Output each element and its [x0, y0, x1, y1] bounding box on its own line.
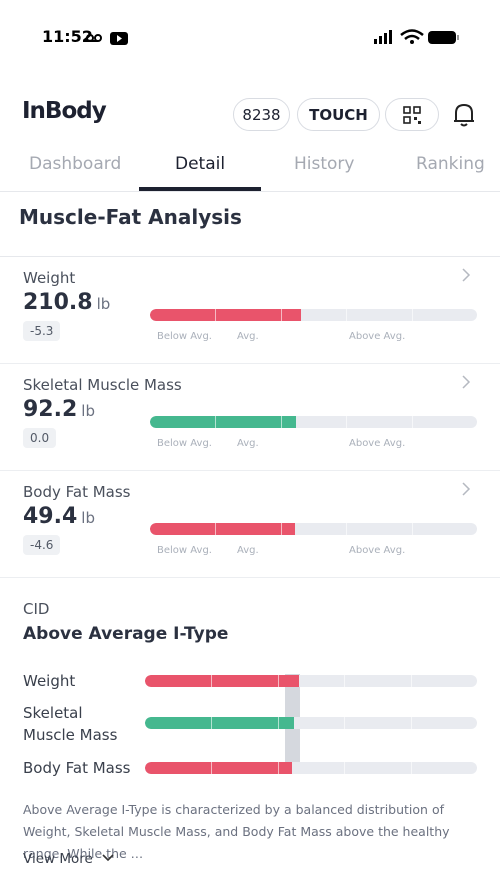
- cid-row-label: Body Fat Mass: [23, 759, 131, 777]
- scale-label: Above Avg.: [349, 438, 406, 449]
- scale-label: Above Avg.: [349, 331, 406, 342]
- bar-tick: [215, 416, 217, 428]
- bar-tick: [411, 309, 413, 321]
- touch-button[interactable]: TOUCH: [297, 98, 380, 131]
- scale-label: Above Avg.: [349, 545, 406, 556]
- bar-fill: [150, 416, 296, 428]
- bar-track: [145, 717, 477, 729]
- bar-tick: [410, 717, 412, 729]
- bar-tick: [410, 762, 412, 774]
- scale-label: Avg.: [237, 331, 259, 342]
- bar-track: [150, 523, 477, 535]
- bar-tick: [277, 762, 279, 774]
- bar-track: [145, 762, 477, 774]
- metric-label: Body Fat Mass: [23, 483, 131, 501]
- metric-row[interactable]: Weight 210.8 lb -5.3 Below Avg. Avg. Above Avg…: [0, 257, 500, 364]
- bar-track: [150, 416, 477, 428]
- qr-icon: [403, 105, 421, 124]
- scale-label: Below Avg.: [157, 331, 212, 342]
- scale-label: Avg.: [237, 438, 259, 449]
- chevron: [461, 481, 471, 501]
- bell-icon[interactable]: [452, 102, 476, 128]
- bar-tick: [280, 309, 282, 321]
- chevron-right: [462, 375, 471, 389]
- bar-tick: [211, 762, 213, 774]
- tab-active[interactable]: Detail: [175, 154, 226, 174]
- metric-value: 92.2: [23, 397, 78, 422]
- tab[interactable]: History: [294, 154, 355, 174]
- metric-value: 210.8: [23, 290, 93, 315]
- bar-track: [145, 675, 477, 687]
- metric-value-line: 49.4 lb: [23, 504, 95, 529]
- status-time: 11:52: [42, 27, 93, 46]
- bar-tick: [411, 416, 413, 428]
- view-more-text[interactable]: View More: [23, 851, 93, 867]
- bar-tick: [211, 717, 213, 729]
- chevron-right: [462, 482, 471, 496]
- cid-type: Above Average I-Type: [23, 624, 229, 644]
- bar-tick: [344, 675, 346, 687]
- divider: [0, 256, 500, 257]
- bar-tick: [215, 523, 217, 535]
- chevron: [461, 374, 471, 394]
- logo: InBody: [22, 98, 107, 124]
- chevron-down: [102, 854, 114, 862]
- status-icons: [86, 32, 128, 45]
- system-icons: [374, 29, 459, 44]
- metric-unit: lb: [81, 402, 95, 420]
- bar-fill: [145, 717, 294, 729]
- bar-tick: [280, 523, 282, 535]
- chevron: [461, 267, 471, 287]
- bar-tick: [411, 523, 413, 535]
- metric-change: -4.6: [23, 535, 61, 555]
- bar-fill: [145, 675, 299, 687]
- metric-change: -5.3: [23, 321, 61, 341]
- bar-tick: [277, 675, 279, 687]
- section-title: Muscle-Fat Analysis: [19, 205, 242, 229]
- bar-fill: [150, 309, 301, 321]
- bar-tick: [215, 309, 217, 321]
- cid-label: CID: [23, 600, 50, 618]
- metric-row[interactable]: Body Fat Mass 49.4 lb -4.6 Below Avg. Avg. Abo…: [0, 471, 500, 578]
- metric-value: 49.4: [23, 504, 78, 529]
- bar-tick: [410, 675, 412, 687]
- metric-label: Skeletal Muscle Mass: [23, 376, 182, 394]
- scale-label: Below Avg.: [157, 545, 212, 556]
- metric-value-line: 92.2 lb: [23, 397, 95, 422]
- scale-label: Avg.: [237, 545, 259, 556]
- scale-label: Below Avg.: [157, 438, 212, 449]
- chevron-right: [462, 268, 471, 282]
- cid-row-label: Weight: [23, 672, 76, 690]
- metric-row[interactable]: Skeletal Muscle Mass 92.2 lb 0.0 Below Avg. A…: [0, 364, 500, 471]
- metric-change: 0.0: [23, 428, 57, 448]
- metric-value-line: 210.8 lb: [23, 290, 110, 315]
- bar-fill: [150, 523, 295, 535]
- steps-pill[interactable]: 8238: [233, 98, 290, 131]
- metric-unit: lb: [81, 509, 95, 527]
- bar-tick: [344, 762, 346, 774]
- tab[interactable]: Ranking: [416, 154, 485, 174]
- qr-button[interactable]: [385, 98, 439, 131]
- metric-label: Weight: [23, 269, 76, 287]
- tab-indicator: [139, 187, 261, 191]
- bar-fill: [145, 762, 292, 774]
- bar-tick: [211, 675, 213, 687]
- view-more[interactable]: View More: [23, 851, 115, 867]
- bar-tick: [280, 416, 282, 428]
- cid-description: Above Average I-Type is characterized by…: [23, 802, 450, 861]
- bar-tick: [346, 523, 348, 535]
- bar-tick: [277, 717, 279, 729]
- divider: [0, 191, 500, 192]
- tab[interactable]: Dashboard: [29, 154, 122, 174]
- metric-unit: lb: [96, 295, 111, 313]
- bar-tick: [344, 717, 346, 729]
- cid-row-label: Skeletal Muscle Mass: [23, 704, 118, 744]
- bar-track: [150, 309, 477, 321]
- bar-tick: [346, 416, 348, 428]
- bar-tick: [346, 309, 348, 321]
